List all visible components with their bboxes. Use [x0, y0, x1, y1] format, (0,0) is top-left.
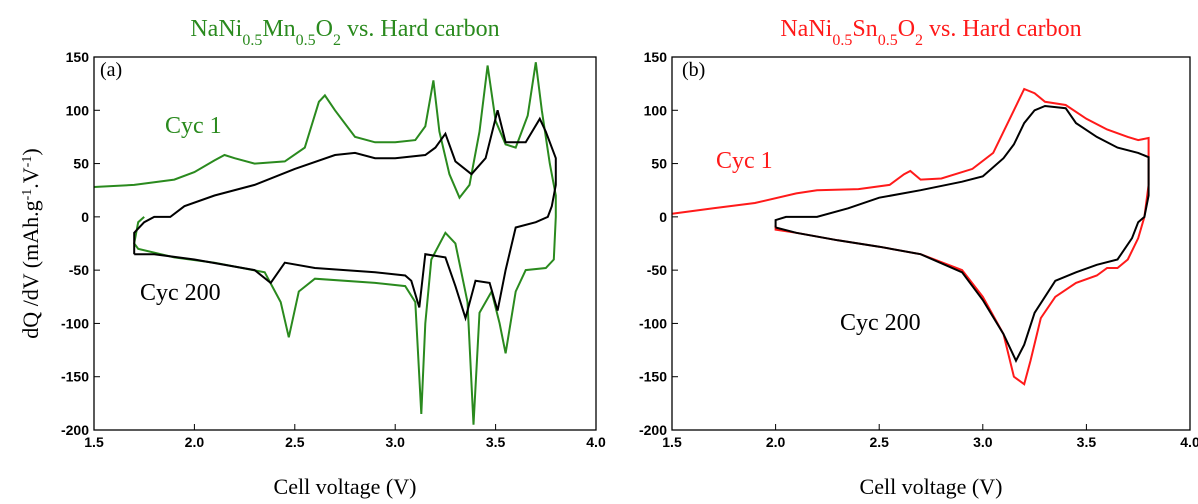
- x-axis-label: Cell voltage (V): [274, 474, 417, 499]
- annotation: Cyc 200: [140, 280, 221, 306]
- y-tick-label: -50: [69, 262, 89, 278]
- title-part: O: [898, 16, 915, 42]
- y-tick-label: 150: [644, 49, 668, 65]
- annotation: Cyc 1: [165, 113, 222, 139]
- data-line: [133, 110, 557, 322]
- x-tick-label: 3.5: [1077, 434, 1097, 450]
- data-line: [93, 62, 557, 425]
- title-part: NaNi: [780, 16, 832, 42]
- x-tick-label: 1.5: [84, 434, 104, 450]
- x-tick-label: 3.5: [486, 434, 506, 450]
- y-tick-label: -50: [647, 262, 667, 278]
- chart-title: NaNi0.5Sn0.5O2 vs. Hard carbon: [780, 16, 1081, 49]
- y-tick-label: -150: [639, 369, 667, 385]
- y-tick-label: -150: [61, 369, 89, 385]
- x-tick-label: 2.5: [285, 434, 305, 450]
- annotation: Cyc 1: [716, 148, 773, 174]
- title-part: 2: [915, 32, 923, 49]
- title-part: 2: [333, 32, 341, 49]
- x-axis-label: Cell voltage (V): [860, 474, 1003, 499]
- y-label-part: -1: [20, 189, 35, 201]
- y-tick-label: 50: [651, 156, 667, 172]
- title-part: 0.5: [878, 32, 898, 49]
- y-tick-label: 50: [73, 156, 89, 172]
- title-part: 0.5: [242, 32, 262, 49]
- x-tick-label: 2.0: [766, 434, 786, 450]
- plot-frame: [93, 56, 597, 431]
- title-part: 0.5: [832, 32, 852, 49]
- plot-frame: [671, 56, 1191, 431]
- y-tick-label: 100: [66, 102, 90, 118]
- x-tick-label: 2.0: [185, 434, 205, 450]
- y-tick-label: 100: [644, 102, 668, 118]
- y-tick-label: 0: [659, 209, 667, 225]
- title-part: 0.5: [296, 32, 316, 49]
- chart-title: NaNi0.5Mn0.5O2 vs. Hard carbon: [190, 16, 499, 49]
- y-tick-label: -200: [639, 422, 667, 438]
- y-label-part: -1: [20, 156, 35, 168]
- y-tick-label: -100: [639, 315, 667, 331]
- annotation: (b): [682, 59, 705, 81]
- title-part: O: [316, 16, 333, 42]
- x-tick-label: 2.5: [869, 434, 889, 450]
- x-tick-label: 4.0: [586, 434, 606, 450]
- y-tick-label: 0: [81, 209, 89, 225]
- y-label-part: .V: [18, 167, 43, 189]
- y-tick-label: 150: [66, 49, 90, 65]
- data-line: [774, 104, 1150, 363]
- x-tick-label: 3.0: [973, 434, 993, 450]
- annotation: Cyc 200: [840, 310, 921, 336]
- title-part: Mn: [262, 16, 295, 42]
- x-tick-label: 1.5: [662, 434, 682, 450]
- y-label-part: ): [18, 148, 43, 155]
- y-label-part: dQ /dV (mAh.g: [18, 200, 43, 338]
- y-tick-label: -100: [61, 315, 89, 331]
- x-tick-label: 3.0: [385, 434, 405, 450]
- title-part: vs. Hard carbon: [923, 16, 1082, 42]
- data-line: [671, 87, 1150, 386]
- y-axis-label: dQ /dV (mAh.g-1.V-1): [18, 148, 43, 338]
- x-tick-label: 4.0: [1180, 434, 1198, 450]
- y-tick-label: -200: [61, 422, 89, 438]
- annotation: (a): [100, 59, 122, 81]
- title-part: Sn: [852, 16, 877, 42]
- title-part: vs. Hard carbon: [341, 16, 500, 42]
- title-part: NaNi: [190, 16, 242, 42]
